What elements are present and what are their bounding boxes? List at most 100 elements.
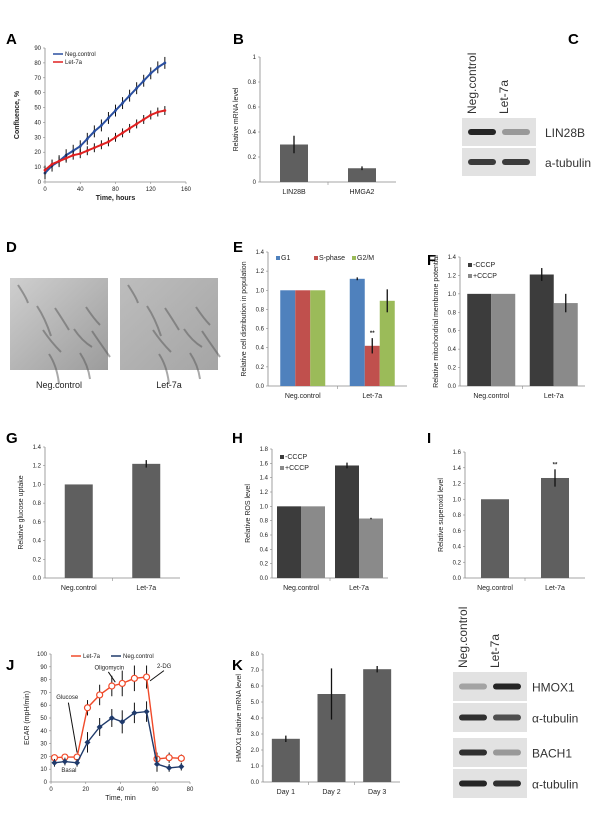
protein-band: [468, 159, 496, 165]
micrograph-caption: Let-7a: [156, 380, 182, 390]
y-tick-label: 1.4: [448, 255, 457, 261]
x-tick-label: 40: [77, 187, 84, 193]
y-tick-label: 8.0: [251, 652, 260, 658]
band-label: BACH1: [532, 747, 572, 761]
micrograph-caption: Neg.control: [36, 380, 82, 390]
legend-swatch: [280, 455, 284, 459]
cell-shape: [201, 330, 221, 358]
chart-e: 0.0 0.2 0.4 0.6 0.8 1.0 1.2 1.4 Relative cell di…: [241, 250, 407, 400]
data-point: [71, 153, 75, 157]
y-tick-label: 0.6: [448, 329, 457, 335]
annotation-label: Basal: [61, 768, 76, 774]
bar: [467, 293, 492, 386]
y-axis-label: Relative mRNA level: [233, 87, 240, 151]
x-tick-label: Neg.control: [285, 393, 321, 400]
annotation-arrow: [67, 702, 78, 753]
x-tick-label: Neg.control: [477, 585, 513, 592]
cell-shape: [42, 329, 62, 353]
chart-b: 0 0.2 0.4 0.6 0.8 1 Relative mRNA level LIN28B H…: [233, 55, 396, 196]
legend-label: -CCCP: [285, 454, 307, 461]
data-point: [100, 124, 103, 127]
y-tick-label: 6.0: [251, 684, 260, 690]
x-tick-label: 80: [187, 787, 194, 793]
bar: [541, 477, 569, 578]
chart-f: 0.0 0.2 0.4 0.6 0.8 1.0 1.2 1.4 Relative mitocho…: [433, 255, 585, 400]
protein-band: [459, 683, 487, 690]
band-label: HMOX1: [532, 681, 575, 695]
y-tick-label: 100: [37, 652, 48, 658]
y-tick-label: 60: [34, 91, 41, 97]
y-tick-label: 0.4: [33, 539, 42, 545]
y-tick-label: 40: [34, 120, 41, 126]
y-tick-label: 0.2: [453, 560, 462, 566]
y-tick-label: 1.4: [256, 250, 265, 256]
y-tick-label: 0.0: [33, 576, 42, 582]
y-tick-label: 30: [40, 742, 47, 748]
data-point: [96, 691, 104, 699]
series-1: [51, 701, 185, 772]
data-point: [78, 144, 82, 148]
x-tick-label: 0: [43, 187, 47, 193]
y-axis-label: ECAR (mpH/min): [24, 691, 31, 745]
data-point: [43, 168, 47, 172]
data-point: [119, 718, 126, 725]
y-tick-label: 0.8: [448, 310, 457, 316]
y-tick-label: 4.0: [251, 716, 260, 722]
y-tick-label: 0.6: [256, 327, 265, 333]
y-tick-label: 0.6: [248, 105, 257, 111]
data-point: [156, 65, 160, 69]
x-tick-label: Day 1: [277, 789, 295, 796]
y-tick-label: 1.4: [260, 476, 269, 482]
panel-label-c: C: [568, 31, 579, 48]
data-point: [85, 137, 89, 141]
x-tick-label: 60: [152, 787, 159, 793]
x-tick-label: Let-7a: [136, 585, 156, 592]
series-line: [54, 676, 182, 760]
y-tick-label: 1.4: [453, 466, 462, 472]
data-point: [108, 682, 116, 690]
y-tick-label: 0.8: [33, 501, 42, 507]
data-point: [135, 86, 139, 90]
cell-shape: [127, 284, 139, 304]
data-point: [142, 118, 146, 121]
data-point: [51, 759, 58, 766]
y-tick-label: 0.0: [448, 384, 457, 390]
y-axis-label: Relative glucose uptake: [18, 475, 25, 549]
bar: [364, 345, 380, 386]
series-line: [54, 710, 182, 769]
bar: [529, 274, 554, 386]
data-point: [128, 126, 132, 130]
data-point: [128, 94, 132, 98]
data-point: [130, 674, 138, 682]
panel-label-f: F: [427, 252, 436, 269]
y-tick-label: 0: [44, 780, 48, 786]
y-tick-label: 1.0: [448, 292, 457, 298]
y-axis-label: Relative cell distribution in population: [241, 261, 248, 376]
chart-a: 0 10 20 30 40 50 60 70 80 90 Confluence, % 0 40 80 120…: [14, 46, 192, 202]
y-tick-label: 0.8: [248, 80, 257, 86]
y-tick-label: 0.4: [448, 347, 457, 353]
x-tick-label: Day 2: [322, 789, 340, 796]
y-tick-label: 5.0: [251, 700, 260, 706]
data-point: [114, 109, 117, 112]
panel-label-b: B: [233, 31, 244, 48]
bar: [64, 484, 93, 578]
data-point: [149, 113, 153, 117]
panel-label-i: I: [427, 430, 431, 447]
band-label: α-tubulin: [532, 778, 578, 792]
y-tick-label: 80: [40, 678, 47, 684]
x-tick-label: Let-7a: [544, 393, 564, 400]
data-point: [121, 101, 124, 105]
legend-swatch: [280, 466, 284, 470]
y-tick-label: 0.4: [256, 346, 265, 352]
legend-swatch: [468, 274, 472, 278]
cell-shape: [85, 306, 101, 326]
y-tick-label: 20: [40, 754, 47, 760]
y-tick-label: 1.0: [260, 504, 269, 510]
y-tick-label: 0.8: [453, 513, 462, 519]
y-tick-label: 0.0: [260, 576, 269, 582]
bar: [301, 506, 325, 578]
y-tick-label: 0.2: [260, 562, 269, 568]
bar: [335, 465, 359, 578]
